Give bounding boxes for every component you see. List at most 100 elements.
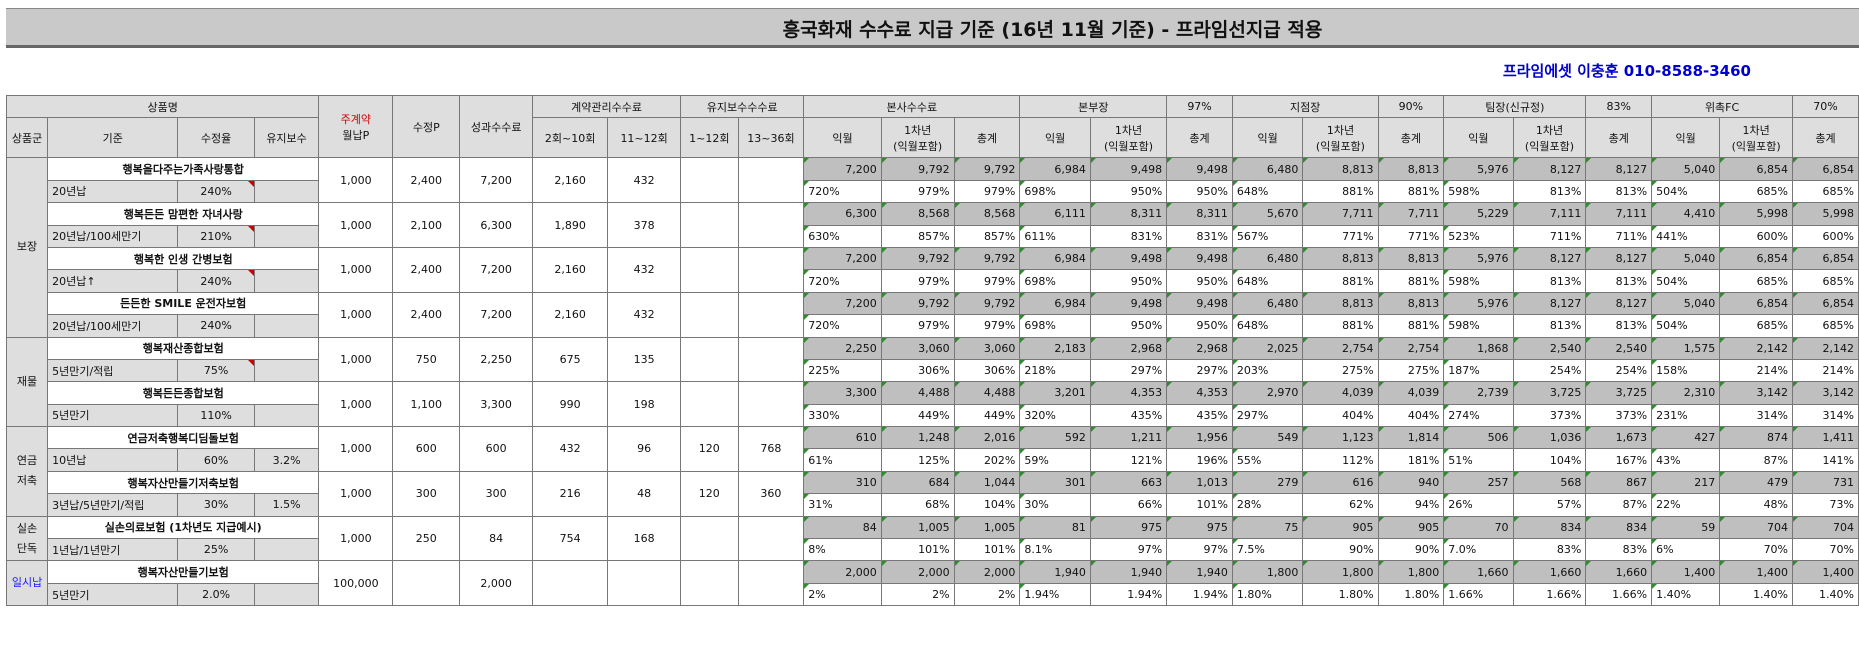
- product-maint: [253, 538, 320, 562]
- amount-cell: 940: [1377, 470, 1445, 495]
- amount-cell: 8,127: [1585, 246, 1653, 271]
- amount-cell: 1,005: [953, 515, 1021, 540]
- amount-cell: 6,984: [1019, 291, 1091, 316]
- product-group-label: 연금 저축: [16, 454, 38, 488]
- amount-cell: 1,123: [1302, 426, 1379, 450]
- amount-cell: 9,792: [880, 291, 955, 316]
- contract-2-10-cell: 1,890: [532, 202, 609, 248]
- product-basis: 3년납/5년만기/적립: [47, 493, 179, 517]
- maint-1-12-cell: [680, 515, 739, 562]
- percent-cell: 297%: [1231, 403, 1304, 428]
- amount-cell: 8,127: [1585, 157, 1653, 181]
- percent-cell: 70%: [1719, 538, 1794, 562]
- header-col-group: 상품군: [5, 117, 49, 159]
- amount-cell: 5,670: [1231, 202, 1304, 226]
- percent-cell: 55%: [1231, 448, 1304, 472]
- product-group-label: 보장: [16, 240, 38, 254]
- sujeong-p-cell: 1,100: [392, 381, 461, 428]
- header-col-1-12: 1~12회: [680, 117, 739, 159]
- percent-cell: 711%: [1512, 224, 1587, 248]
- percent-cell: 979%: [953, 179, 1021, 204]
- percent-cell: 504%: [1651, 179, 1721, 204]
- amount-cell: 6,854: [1719, 157, 1794, 181]
- percent-cell: 1.40%: [1792, 582, 1859, 607]
- percent-cell: 90%: [1377, 538, 1445, 562]
- percent-cell: 373%: [1585, 403, 1653, 428]
- amount-cell: 549: [1231, 426, 1304, 450]
- percent-cell: 950%: [1089, 269, 1168, 293]
- header-col-year1: 1차년 (익월포함): [1302, 117, 1379, 159]
- percent-cell: 90%: [1302, 538, 1379, 562]
- amount-cell: 5,998: [1719, 202, 1794, 226]
- header-timjang: 팀장(신규정): [1443, 94, 1587, 119]
- percent-cell: 598%: [1443, 179, 1514, 204]
- percent-cell: 28%: [1231, 493, 1304, 517]
- contract-11-12-cell: 432: [607, 157, 682, 204]
- amount-cell: 704: [1719, 515, 1794, 540]
- header-col-year1-line2: (익월포함): [1524, 139, 1574, 153]
- percent-cell: 231%: [1651, 403, 1721, 428]
- amount-cell: 8,813: [1377, 291, 1445, 316]
- table-row: 연금 저축 연금저축행복디딤돌보험 1,000 600 600 432 96 120 768 61…: [5, 426, 1859, 517]
- amount-cell: 2,183: [1019, 336, 1091, 360]
- product-group-cell: 연금 저축: [5, 426, 49, 517]
- percent-cell: 6%: [1651, 538, 1721, 562]
- percent-cell: 125%: [880, 448, 955, 472]
- amount-cell: 1,400: [1651, 560, 1721, 584]
- product-rate: 30%: [177, 493, 255, 517]
- amount-cell: 257: [1443, 470, 1514, 495]
- amount-cell: 4,410: [1651, 202, 1721, 226]
- amount-cell: 9,498: [1166, 291, 1233, 316]
- maint-13-36-cell: [737, 560, 805, 607]
- maint-13-36-cell: [737, 246, 805, 293]
- percent-cell: 404%: [1377, 403, 1445, 428]
- percent-cell: 685%: [1792, 179, 1859, 204]
- amount-cell: 6,300: [803, 202, 882, 226]
- amount-cell: 8,311: [1089, 202, 1168, 226]
- contract-2-10-cell: 432: [532, 426, 609, 472]
- percent-cell: 881%: [1302, 179, 1379, 204]
- amount-cell: 479: [1719, 470, 1794, 495]
- percent-cell: 7.5%: [1231, 538, 1304, 562]
- contract-2-10-cell: 990: [532, 381, 609, 428]
- header-row-2: 상품군 기준 수정율 유지보수 2회~10회 11~12회 1~12회 13~3…: [5, 117, 1859, 159]
- percent-cell: 698%: [1019, 314, 1091, 338]
- amount-cell: 663: [1089, 470, 1168, 495]
- percent-cell: 22%: [1651, 493, 1721, 517]
- table-row: 보장 행복을다주는가족사랑통합 1,000 2,400 7,200 2,160 432 7,2…: [5, 157, 1859, 338]
- amount-cell: 1,044: [953, 470, 1021, 495]
- amount-cell: 1,248: [880, 426, 955, 450]
- amount-cell: 8,127: [1585, 291, 1653, 316]
- header-bonbujang-pct: 97%: [1166, 94, 1233, 119]
- amount-cell: 59: [1651, 515, 1721, 540]
- sujeong-p-cell: 750: [392, 336, 461, 383]
- percent-cell: 202%: [953, 448, 1021, 472]
- performance-fee-cell: 84: [459, 515, 534, 562]
- percent-cell: 813%: [1512, 269, 1587, 293]
- contract-2-10-cell: [532, 560, 609, 607]
- amount-cell: 7,200: [803, 291, 882, 316]
- amount-cell: 905: [1377, 515, 1445, 540]
- product-rate: 60%: [177, 448, 255, 472]
- percent-cell: 83%: [1585, 538, 1653, 562]
- percent-cell: 685%: [1719, 179, 1794, 204]
- amount-cell: 2,310: [1651, 381, 1721, 405]
- amount-cell: 6,480: [1231, 246, 1304, 271]
- amount-cell: 5,040: [1651, 246, 1721, 271]
- product-name: 행복자산만들기보험: [47, 560, 320, 584]
- amount-cell: 1,800: [1377, 560, 1445, 584]
- header-contract-mgmt-fee: 계약관리수수료: [532, 94, 682, 119]
- header-col-maint: 유지보수: [253, 117, 320, 159]
- percent-cell: 112%: [1302, 448, 1379, 472]
- contract-11-12-cell: 198: [607, 381, 682, 428]
- percent-cell: 330%: [803, 403, 882, 428]
- header-row-1: 상품명 주계약 월납P 수정P 성과수수료 계약관리수수료 유지보수수수료 본사수…: [5, 94, 1859, 159]
- percent-cell: 196%: [1166, 448, 1233, 472]
- amount-cell: 834: [1512, 515, 1587, 540]
- header-col-year1-line2: (익월포함): [1731, 139, 1781, 153]
- amount-cell: 8,127: [1512, 157, 1587, 181]
- percent-cell: 101%: [1166, 493, 1233, 517]
- table-body: 상품명 주계약 월납P 수정P 성과수수료 계약관리수수료 유지보수수수료 본사수…: [5, 94, 1859, 607]
- percent-cell: 314%: [1719, 403, 1794, 428]
- sujeong-p-cell: 300: [392, 470, 461, 517]
